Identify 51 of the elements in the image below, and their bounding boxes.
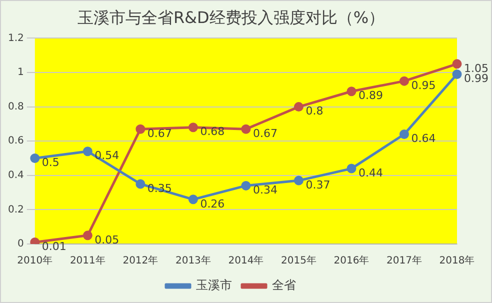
x-tick-label: 2013年 <box>175 254 211 267</box>
x-tick-label: 2015年 <box>280 254 316 267</box>
data-label: 0.67 <box>147 126 172 140</box>
point <box>82 146 92 156</box>
y-tick-label: 1 <box>18 67 24 78</box>
data-label: 0.37 <box>306 178 330 192</box>
x-tick-label: 2014年 <box>228 254 264 267</box>
point <box>294 176 304 186</box>
legend-label: 玉溪市 <box>196 278 232 292</box>
data-label: 0.89 <box>358 89 383 102</box>
chart-title: 玉溪市与全省R&D经费投入强度对比（%） <box>77 8 385 27</box>
point <box>241 180 251 190</box>
x-tick-label: 2010年 <box>17 254 53 267</box>
point <box>346 86 356 96</box>
point <box>30 154 40 163</box>
x-tick-label: 2017年 <box>386 254 422 267</box>
point <box>452 59 462 69</box>
point <box>188 122 198 132</box>
point <box>136 124 146 134</box>
data-label: 0.34 <box>252 184 278 197</box>
data-label: 0.5 <box>42 156 60 170</box>
y-tick-label: 1.2 <box>8 32 24 44</box>
x-tick-label: 2018年 <box>439 254 475 267</box>
y-tick-label: 0.8 <box>8 101 24 112</box>
data-label: 0.67 <box>252 126 278 140</box>
point <box>452 69 462 79</box>
point <box>399 76 409 86</box>
x-tick-label: 2012年 <box>122 254 158 267</box>
data-label: 0.68 <box>200 125 225 138</box>
point <box>294 102 304 112</box>
data-label: 0.99 <box>464 72 488 86</box>
data-label: 1.05 <box>464 62 488 75</box>
x-tick-label: 2011年 <box>70 254 106 267</box>
point <box>241 124 251 134</box>
y-tick-label: 0.6 <box>8 136 24 147</box>
y-tick-label: 0.4 <box>8 170 24 181</box>
legend-label: 全省 <box>272 278 296 292</box>
point <box>399 129 409 139</box>
data-label: 0.54 <box>94 149 120 162</box>
data-label: 0.05 <box>94 233 120 246</box>
x-tick-label: 2016年 <box>334 254 370 267</box>
data-label: 0.01 <box>42 240 66 254</box>
y-tick-label: 0 <box>18 238 24 250</box>
data-label: 0.8 <box>306 104 324 118</box>
y-tick-label: 0.2 <box>8 204 24 216</box>
data-label: 0.95 <box>411 78 436 92</box>
data-label: 0.26 <box>200 197 225 210</box>
point <box>346 164 356 174</box>
point <box>82 230 92 240</box>
point <box>188 194 198 204</box>
point <box>136 179 146 189</box>
